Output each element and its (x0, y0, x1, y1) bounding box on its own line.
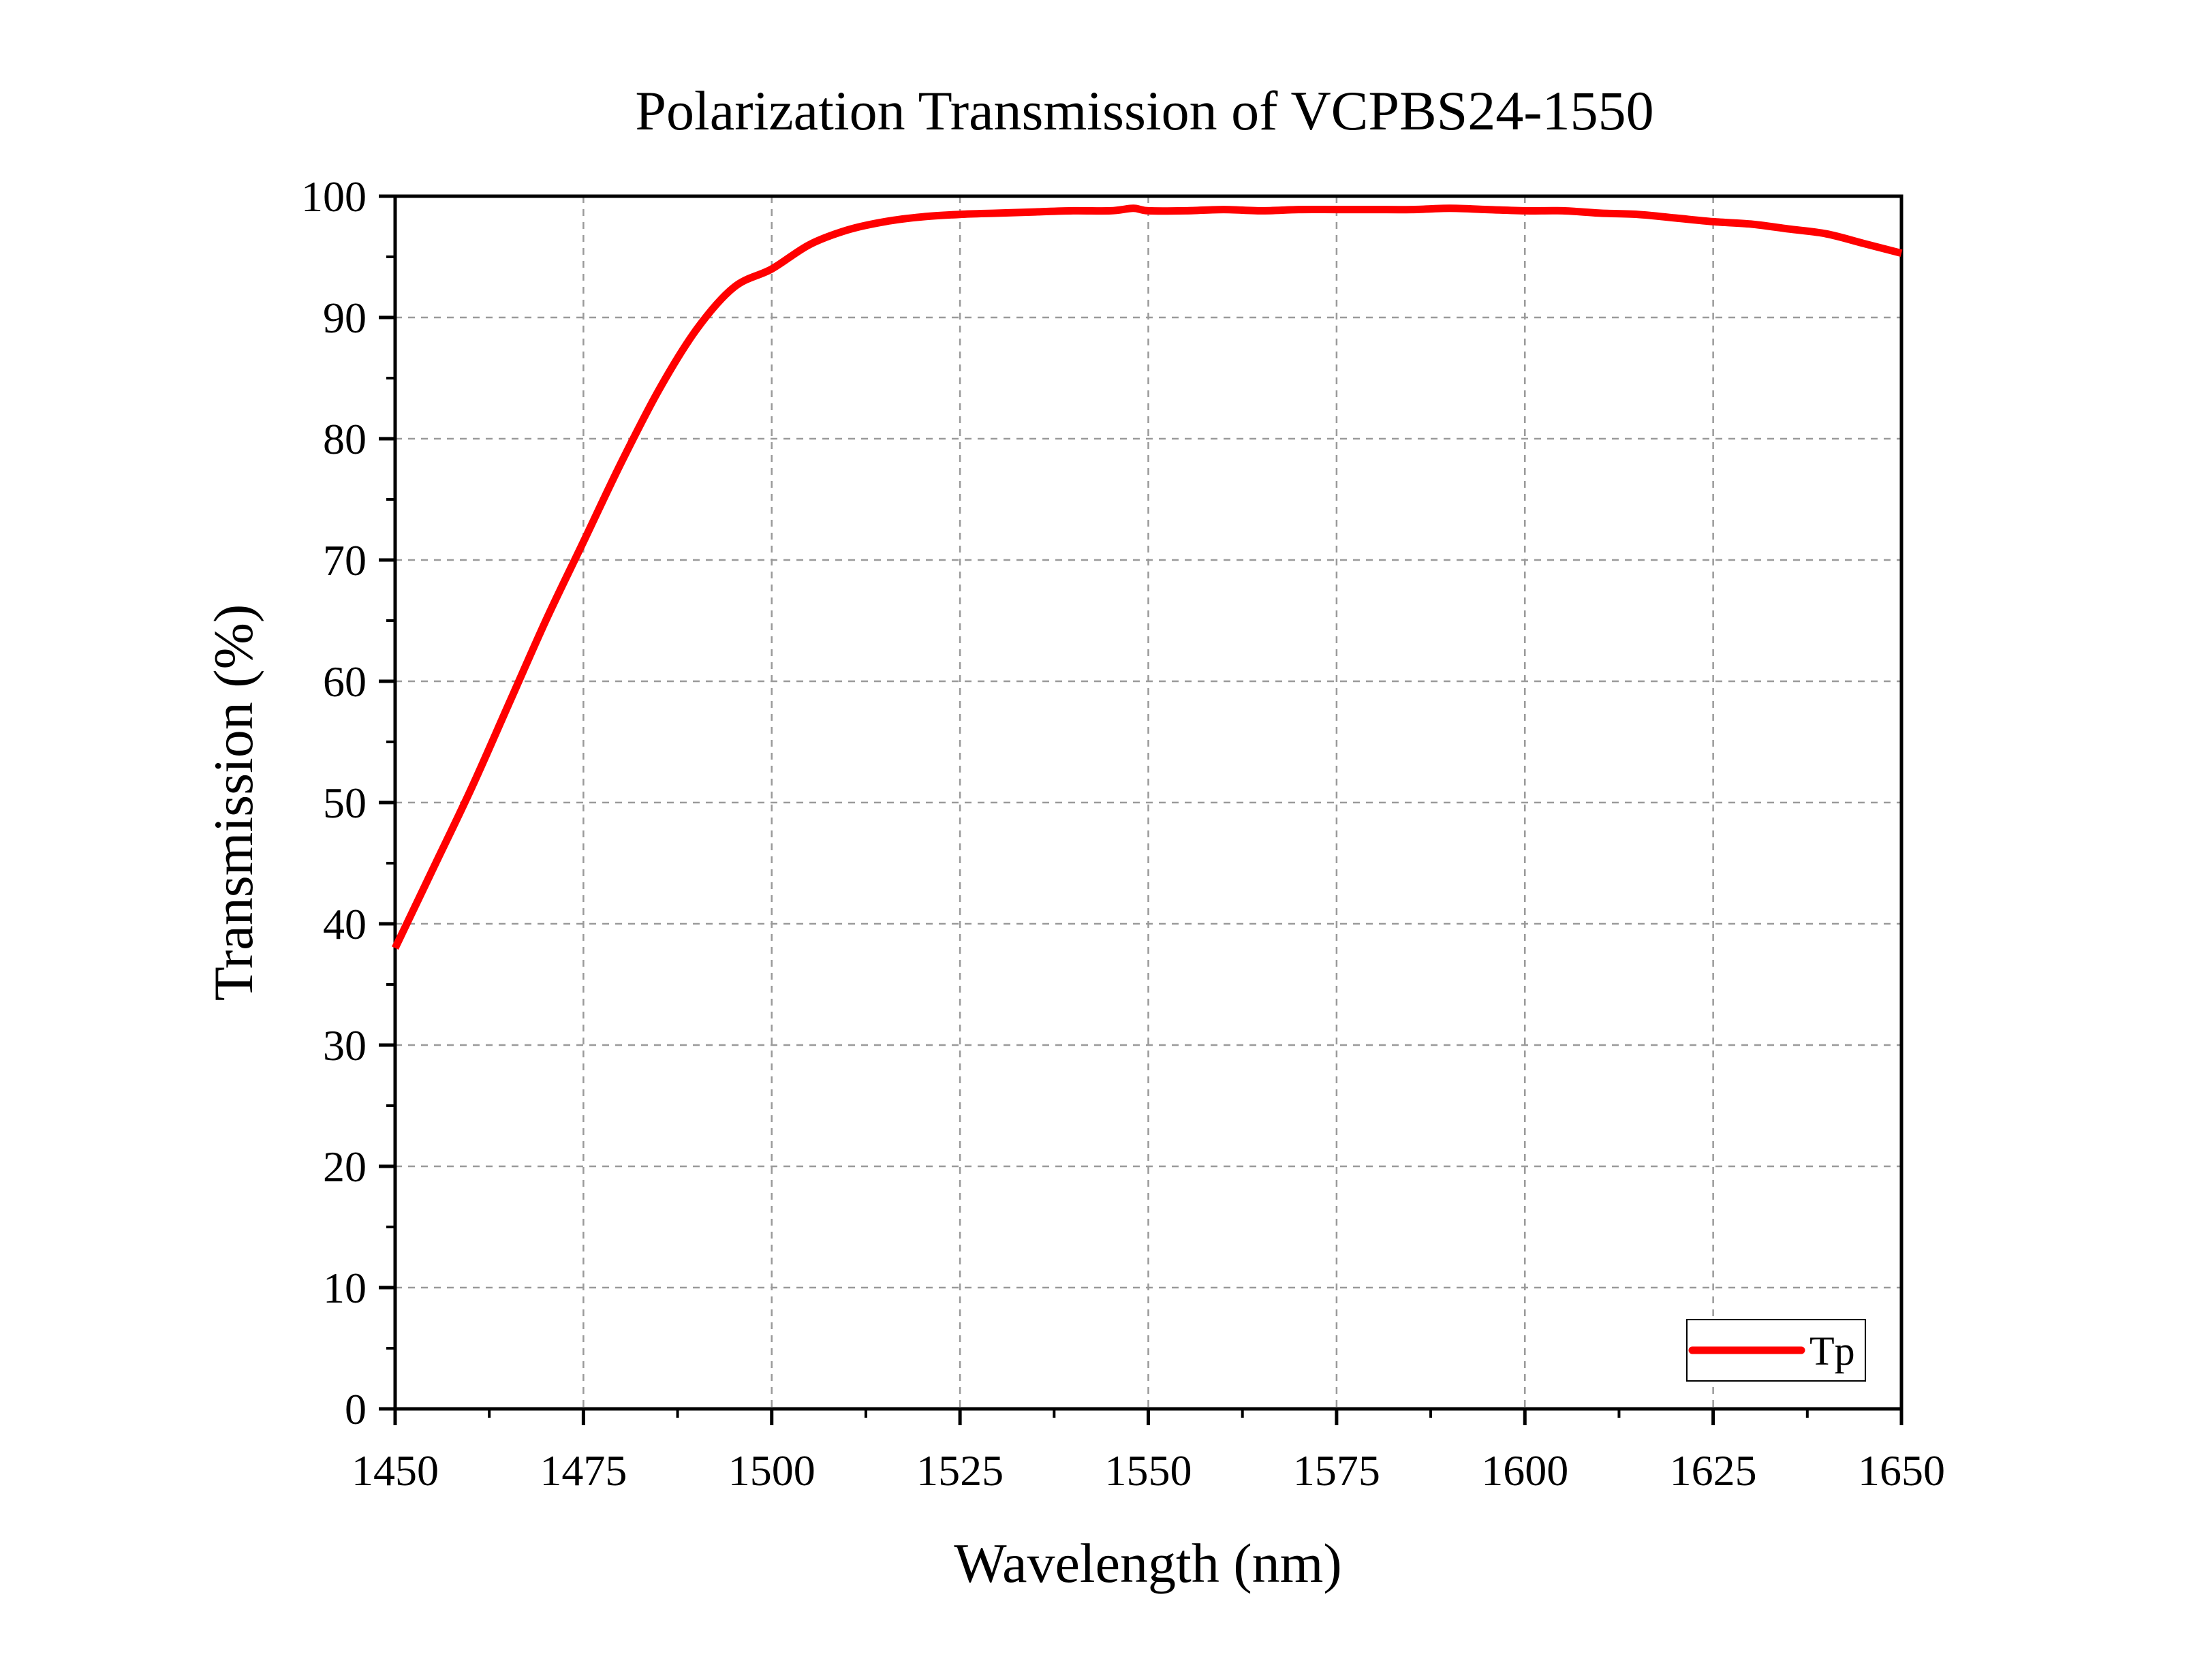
x-tick-label: 1500 (728, 1446, 815, 1495)
x-tick-label: 1650 (1858, 1446, 1945, 1495)
y-tick-label: 70 (323, 536, 367, 585)
y-axis-label: Transmission (%) (202, 604, 264, 1001)
y-tick-label: 50 (323, 779, 367, 827)
x-tick-label: 1450 (352, 1446, 439, 1495)
x-tick-label: 1525 (916, 1446, 1004, 1495)
y-tick-label: 60 (323, 657, 367, 706)
y-tick-label: 20 (323, 1142, 367, 1191)
tick-labels: 1450 1475 1500 1525 1550 1575 1600 1625 1650 0 10 2… (301, 172, 1945, 1495)
series-line-tp (392, 204, 1903, 950)
grid-lines (395, 196, 1901, 1409)
y-tick-label: 80 (323, 415, 367, 463)
x-tick-label: 1475 (540, 1446, 627, 1495)
x-axis-label: Wavelength (nm) (954, 1532, 1341, 1594)
axis-ticks (379, 194, 1903, 1425)
legend: Tp (1686, 1319, 1866, 1382)
y-tick-label: 90 (323, 294, 367, 342)
chart-title: Polarization Transmission of VCPBS24-155… (635, 80, 1653, 142)
y-tick-label: 40 (323, 900, 367, 948)
x-tick-label: 1550 (1105, 1446, 1192, 1495)
y-tick-label: 100 (301, 172, 367, 221)
legend-label: Tp (1809, 1328, 1855, 1373)
series-lines (392, 204, 1903, 950)
y-tick-label: 30 (323, 1021, 367, 1070)
y-tick-label: 10 (323, 1264, 367, 1312)
x-tick-label: 1600 (1481, 1446, 1568, 1495)
x-tick-label: 1625 (1670, 1446, 1757, 1495)
x-tick-label: 1575 (1293, 1446, 1380, 1495)
y-tick-label: 0 (345, 1385, 367, 1433)
